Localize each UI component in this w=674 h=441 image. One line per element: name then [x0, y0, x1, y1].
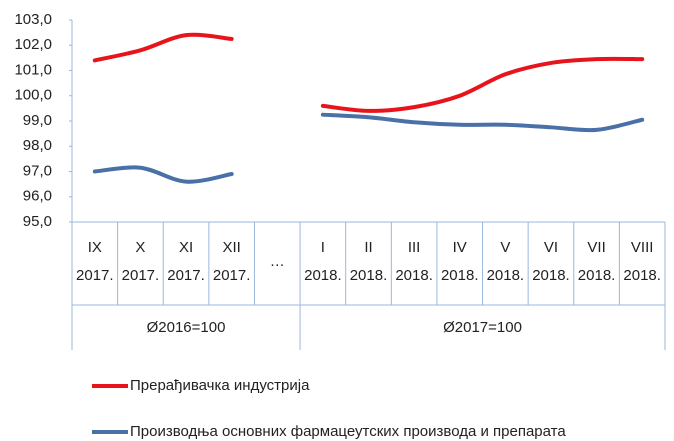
y-tick-label: 95,0 — [23, 213, 52, 230]
y-tick-label: 96,0 — [23, 188, 52, 205]
x-tick-label: XI — [179, 239, 193, 256]
x-tick-label: IV — [453, 239, 467, 256]
x-tick-label: VI — [544, 239, 558, 256]
x-tick-label: XII — [222, 239, 240, 256]
series-line — [92, 112, 645, 184]
x-tick-label: VII — [587, 239, 605, 256]
x-tick-label: X — [135, 239, 145, 256]
x-tick-label: 2017. — [167, 267, 205, 284]
legend-label: Производња основних фармацеутских произв… — [130, 423, 566, 440]
x-tick-label: 2018. — [487, 267, 525, 284]
x-tick-label: III — [408, 239, 421, 256]
x-tick-label: 2017. — [122, 267, 160, 284]
y-tick-label: 101,0 — [14, 61, 52, 78]
x-tick-label: 2018. — [395, 267, 433, 284]
x-tick-label: 2018. — [532, 267, 570, 284]
x-tick-label: 2017. — [213, 267, 251, 284]
x-tick-label: IX — [88, 239, 102, 256]
x-tick-label: 2018. — [350, 267, 388, 284]
y-tick-label: 103,0 — [14, 11, 52, 28]
x-tick-label: 2017. — [76, 267, 114, 284]
y-tick-label: 102,0 — [14, 36, 52, 53]
x-tick-label: VIII — [631, 239, 654, 256]
y-tick-label: 99,0 — [23, 112, 52, 129]
group-label: Ø2016=100 — [147, 319, 226, 336]
x-tick-label: 2018. — [578, 267, 616, 284]
x-tick-label: … — [270, 253, 285, 270]
x-tick-label: 2018. — [441, 267, 479, 284]
x-tick-label: V — [500, 239, 510, 256]
y-tick-label: 98,0 — [23, 137, 52, 154]
x-tick-label: II — [364, 239, 372, 256]
series-line — [92, 32, 645, 113]
y-tick-label: 97,0 — [23, 162, 52, 179]
x-tick-label: I — [321, 239, 325, 256]
x-tick-label: 2018. — [623, 267, 661, 284]
group-label: Ø2017=100 — [443, 319, 522, 336]
x-tick-label: 2018. — [304, 267, 342, 284]
legend-label: Прерађивачка индустрија — [130, 377, 310, 394]
y-tick-label: 100,0 — [14, 87, 52, 104]
